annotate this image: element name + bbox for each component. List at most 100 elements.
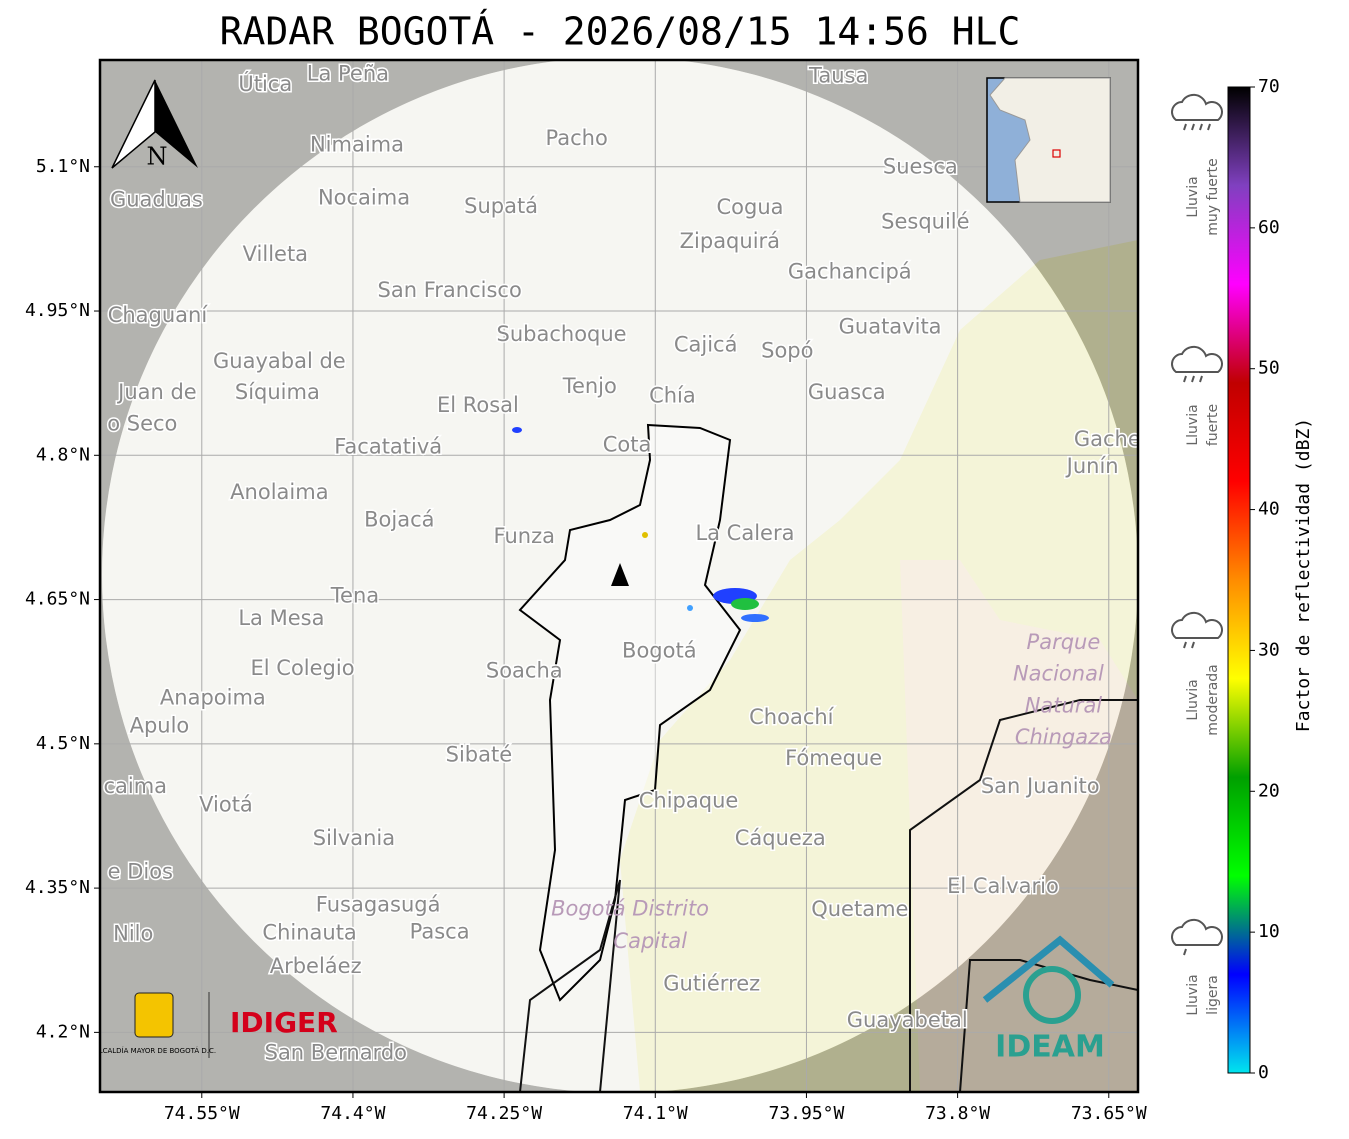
colorbar-tick-label: 50 <box>1258 358 1280 379</box>
place-label: e Dios <box>108 860 173 884</box>
place-label: Zipaquirá <box>680 229 780 253</box>
alcaldia-text: ALCALDÍA MAYOR DE BOGOTÁ D.C. <box>94 1046 216 1055</box>
place-label: Quetame <box>811 897 908 921</box>
place-label: La Peña <box>307 61 389 85</box>
place-label: Juan de <box>116 380 197 404</box>
place-label: Cogua <box>716 195 783 219</box>
compass-label: N <box>147 143 168 171</box>
area-label: Capital <box>613 929 687 953</box>
place-label: San Bernardo <box>265 1041 407 1065</box>
place-label: Nilo <box>113 921 153 945</box>
map-area: Útica La Peña Tausa Pacho Nimaima Guaduas Noca… <box>94 60 1138 1092</box>
colorbar-tick-label: 20 <box>1258 780 1280 801</box>
place-label: Guatavita <box>839 314 942 338</box>
place-label: Guaduas <box>110 187 203 211</box>
rain-drop <box>1183 375 1187 383</box>
rain-drop <box>1191 641 1195 649</box>
alcaldia-logo: ALCALDÍA MAYOR DE BOGOTÁ D.C. IDIGER <box>94 992 338 1058</box>
place-label: Villeta <box>243 242 308 266</box>
place-label: Tenjo <box>562 374 617 398</box>
cloud-icon <box>1171 345 1223 373</box>
ideam-text: IDEAM <box>995 1030 1105 1065</box>
rain-level-label: Lluvia <box>1185 974 1201 1015</box>
place-label: El Rosal <box>437 393 519 417</box>
y-tick-label: 5.1°N <box>36 156 90 177</box>
place-label: Tausa <box>808 63 868 87</box>
place-label: o Seco <box>107 412 177 436</box>
place-label: Cáqueza <box>735 826 826 850</box>
rain-level-label: moderada <box>1205 664 1221 736</box>
rain-level-label: fuerte <box>1205 404 1221 446</box>
place-label: Silvania <box>313 826 395 850</box>
area-label: Natural <box>1025 693 1103 717</box>
map-frame <box>98 58 1140 1094</box>
place-label: Tena <box>330 584 379 608</box>
place-label: Subachoque <box>497 322 627 346</box>
x-tick-label: 73.65°W <box>1071 1103 1147 1124</box>
place-label: Guayabal de <box>213 349 346 373</box>
x-tick-label: 74.1°W <box>623 1103 688 1124</box>
area-label: Parque <box>1027 630 1101 654</box>
colorbar-tick-label: 30 <box>1258 639 1280 660</box>
place-label: caima <box>103 774 167 798</box>
rain-drop <box>1199 123 1203 131</box>
cloud-icon <box>1171 611 1223 639</box>
place-label: Fómeque <box>785 746 882 770</box>
place-label: Choachí <box>749 705 835 729</box>
place-label: Chía <box>649 384 696 408</box>
cloud-icon <box>1171 918 1223 946</box>
place-label: Arbeláez <box>270 954 362 978</box>
echo <box>741 614 769 622</box>
place-label: Cajicá <box>674 333 738 357</box>
colorbar-tick-label: 0 <box>1258 1062 1269 1083</box>
y-tick-label: 4.35°N <box>25 877 90 898</box>
place-label: Chinauta <box>262 920 356 944</box>
x-tick-label: 74.55°W <box>164 1103 240 1124</box>
place-label: Facatativá <box>334 435 442 459</box>
place-label: Supatá <box>464 194 538 218</box>
place-label: Pasca <box>410 919 470 943</box>
area-label: Nacional <box>1013 662 1104 686</box>
rain-drop <box>1183 123 1187 131</box>
rain-level: Lluvia moderada <box>1171 611 1223 736</box>
echo <box>731 598 759 610</box>
place-label: Suesca <box>883 155 958 179</box>
place-label: El Calvario <box>947 874 1059 898</box>
place-label: Síquima <box>235 380 320 404</box>
rain-drop <box>1191 375 1195 383</box>
place-label: Junín <box>1065 454 1119 478</box>
place-label: Sesquilé <box>881 210 969 234</box>
place-label: Útica <box>238 71 292 96</box>
rain-level: Lluvia muy fuerte <box>1171 93 1223 236</box>
place-label: Gachancipá <box>788 260 912 284</box>
y-tick-label: 4.65°N <box>25 589 90 610</box>
rain-drop <box>1199 375 1203 383</box>
axes: 74.55°W 74.4°W 74.25°W 74.1°W 73.95°W 73.8°W 7… <box>25 156 1147 1124</box>
rain-drop <box>1191 123 1195 131</box>
rain-drop <box>1207 123 1211 131</box>
y-tick-label: 4.95°N <box>25 300 90 321</box>
colorbar-label: Factor de reflectividad (dBZ) <box>1293 418 1314 732</box>
echo <box>687 605 693 611</box>
bogota-boundary <box>518 423 742 1002</box>
place-label: San Juanito <box>981 774 1100 798</box>
rain-level: Lluvia fuerte <box>1171 345 1223 446</box>
colorbar-tick-label: 70 <box>1258 76 1280 97</box>
place-label: Bojacá <box>364 508 434 532</box>
rain-level-label: Lluvia <box>1185 404 1201 445</box>
place-label: Viotá <box>199 792 253 816</box>
place-label: Cota <box>603 433 652 457</box>
rain-level-label: muy fuerte <box>1205 158 1221 236</box>
place-label: Pacho <box>546 126 608 150</box>
place-label: Sopó <box>761 338 813 362</box>
idiger-text: IDIGER <box>230 1006 338 1039</box>
title: RADAR BOGOTÁ - 2026/08/15 14:56 HLC <box>220 10 1021 54</box>
place-label: Funza <box>494 524 555 548</box>
y-tick-label: 4.2°N <box>36 1021 90 1042</box>
x-tick-label: 74.25°W <box>466 1103 542 1124</box>
rain-level-label: ligera <box>1205 975 1221 1015</box>
place-label: La Calera <box>695 521 794 545</box>
colorbar: Factor de reflectividad (dBZ) 0 10 20 30 40 5… <box>1227 76 1314 1083</box>
